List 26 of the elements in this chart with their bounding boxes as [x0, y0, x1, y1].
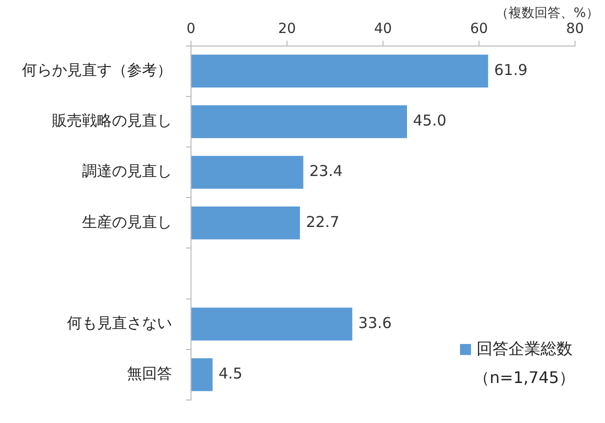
bar: [192, 358, 213, 392]
x-tick-label: 80: [566, 21, 584, 38]
bar: [192, 308, 352, 341]
y-tick-label: 無回答: [127, 364, 172, 383]
y-tick-label: 生産の見直し: [82, 212, 172, 231]
text: 45.0: [413, 112, 446, 130]
bar: [192, 206, 300, 240]
bar: [192, 156, 304, 189]
x-tick-label: 40: [374, 21, 392, 38]
text: 22.7: [306, 212, 340, 231]
text: 4.5: [218, 364, 242, 383]
y-tick-label: 何も見直さない: [67, 314, 172, 332]
y-tick-label: 調達の見直し: [82, 162, 172, 180]
bar: [192, 54, 488, 88]
legend-label: 回答企業総数: [476, 339, 573, 360]
x-tick-label: 20: [278, 21, 296, 38]
annotation: （n=1,745）: [474, 368, 575, 389]
y-tick-label: 販売戦略の見直し: [52, 112, 172, 130]
x-tick-label: 60: [470, 21, 488, 38]
y-tick-label: 何らか見直す（参考）: [22, 60, 172, 79]
x-tick-label: 0: [186, 21, 196, 38]
text: 33.6: [358, 314, 392, 332]
text: 23.4: [309, 162, 343, 180]
text: 61.9: [494, 60, 528, 79]
bar: [192, 105, 407, 138]
text: （複数回答、%）: [496, 5, 599, 22]
